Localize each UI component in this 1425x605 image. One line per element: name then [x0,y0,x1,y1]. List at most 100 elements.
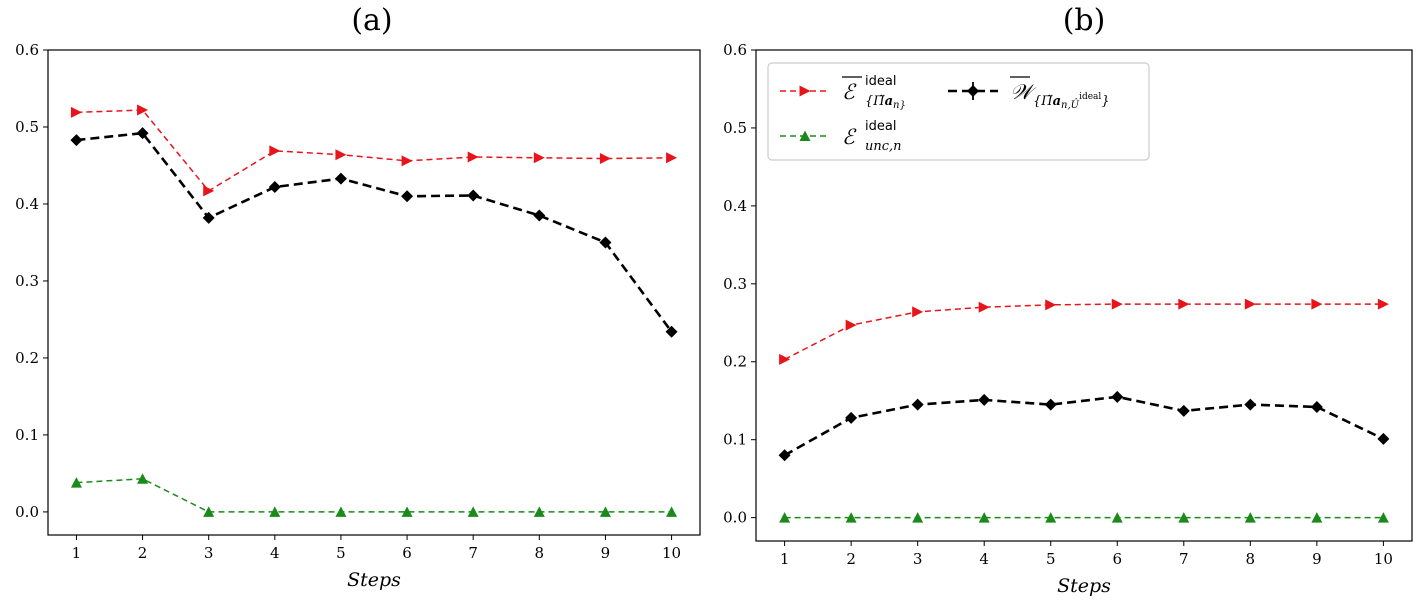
panel-title: (b) [1063,3,1106,38]
data-point-W_bar [1310,400,1323,413]
series-E_unc [70,473,678,517]
data-point-E_ideal [666,152,678,164]
x-tick-label: 1 [72,544,82,562]
data-point-E_unc [137,473,149,484]
x-axis-label: Steps [347,569,401,591]
x-tick-label: 2 [138,544,148,562]
data-point-E_unc [1244,512,1256,523]
x-tick-label: 5 [1046,550,1056,568]
x-tick-label: 6 [402,544,412,562]
y-tick-label: 0.3 [723,275,747,293]
legend-subscript: {Π̃an,Ûideal} [1033,92,1110,111]
legend-subscript: {Π̃an} [865,94,906,111]
data-point-E_unc [779,512,791,523]
data-point-E_unc [467,506,479,517]
x-tick-label: 3 [913,550,923,568]
data-point-W_bar [70,134,83,147]
x-axis-label: Steps [1057,575,1111,597]
series-W_bar [70,127,678,338]
data-point-E_unc [978,512,990,523]
legend-marker [799,130,811,141]
x-tick-label: 2 [846,550,856,568]
y-tick-label: 0.1 [15,426,39,444]
legend-subscript: unc,n [865,139,902,154]
series-line-W_bar [76,131,673,333]
series-E_ideal [70,104,678,197]
data-point-E_ideal [203,185,215,197]
x-tick-label: 1 [780,550,790,568]
data-point-E_ideal [845,319,857,331]
y-tick-label: 0.5 [723,119,747,137]
data-point-E_ideal [1377,298,1389,310]
y-tick-label: 0.4 [723,197,747,215]
data-point-E_unc [1111,512,1123,523]
x-tick-label: 6 [1112,550,1122,568]
data-point-W_bar [202,211,215,224]
y-tick-label: 0.0 [723,509,747,527]
data-point-W_bar [1377,432,1390,445]
data-point-E_ideal [978,301,990,313]
x-tick-label: 7 [1179,550,1189,568]
data-point-W_bar [665,325,678,338]
data-point-W_bar [1244,398,1257,411]
x-tick-label: 9 [601,544,611,562]
data-point-E_ideal [335,149,347,161]
data-point-E_unc [1045,512,1057,523]
data-point-W_bar [136,127,149,140]
data-point-W_bar [1111,390,1124,403]
x-tick-label: 3 [204,544,214,562]
data-point-W_bar [334,172,347,185]
y-tick-label: 0.2 [15,349,39,367]
data-point-E_ideal [401,155,413,167]
y-tick-label: 0.3 [15,272,39,290]
y-tick-label: 0.2 [723,353,747,371]
data-point-W_bar [978,393,991,406]
panel-a: (a) 0.0 0.1 0.2 0.3 0.4 0.5 0.6 1 2 3 4 5 6 7 8 9 10 Steps [15,3,701,591]
data-point-E_ideal [1244,298,1256,310]
panel-b: (b) 0.0 0.1 0.2 0.3 0.4 0.5 0.6 1 2 3 4 5 6 7 8 9 10 Steps… [723,3,1413,597]
data-point-E_unc [1377,512,1389,523]
y-tick-label: 0.6 [723,41,747,59]
legend-label: ℰ [842,125,857,149]
data-point-E_ideal [1045,299,1057,311]
data-point-E_unc [912,512,924,523]
data-point-E_ideal [70,106,82,118]
series-E_unc [779,512,1389,523]
data-point-E_unc [401,506,413,517]
data-point-E_ideal [599,153,611,165]
data-point-W_bar [1177,404,1190,417]
x-tick-label: 10 [1374,550,1393,568]
data-point-E_ideal [779,353,791,365]
data-point-W_bar [599,236,612,249]
x-tick-label: 8 [535,544,545,562]
x-tick-label: 9 [1312,550,1322,568]
series-line-E_unc [76,478,672,513]
legend-box [767,62,1150,161]
data-point-E_unc [599,506,611,517]
data-point-E_ideal [912,306,924,318]
series-line-E_ideal [76,109,672,192]
data-point-E_unc [666,506,678,517]
data-point-E_ideal [533,152,545,164]
y-tick-label: 0.6 [15,41,39,59]
data-point-E_ideal [467,151,479,163]
data-point-W_bar [533,209,546,222]
x-tick-label: 8 [1246,550,1256,568]
data-point-W_bar [1044,398,1057,411]
data-point-E_unc [533,506,545,517]
x-tick-label: 4 [979,550,989,568]
data-point-E_unc [335,506,347,517]
data-point-E_unc [1311,512,1323,523]
x-tick-label: 10 [662,544,681,562]
y-tick-label: 0.4 [15,195,39,213]
panel-title: (a) [351,3,392,38]
data-point-W_bar [778,449,791,462]
series-line-W_bar [783,395,1384,457]
y-tick-label: 0.0 [15,503,39,521]
series-line-E_ideal [784,303,1384,361]
y-tick-label: 0.5 [15,118,39,136]
